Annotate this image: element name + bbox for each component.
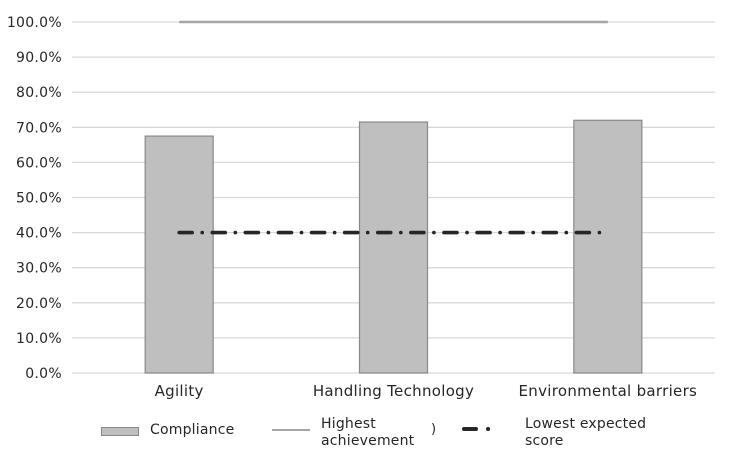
line-swatch-icon — [272, 429, 310, 431]
y-tick-label: 30.0% — [16, 261, 62, 277]
y-tick-label: 80.0% — [16, 85, 62, 101]
y-tick-label: 10.0% — [16, 331, 62, 347]
legend-label-compliance: Compliance — [150, 422, 235, 438]
y-tick-label: 0.0% — [25, 366, 62, 382]
y-tick-label: 90.0% — [16, 50, 62, 66]
x-category-label: Agility — [155, 382, 204, 400]
bar-environmental-barriers — [573, 119, 643, 374]
chart-canvas: 0.0% 10.0% 20.0% 30.0% 40.0% 50.0% 60.0% 70.0% 8… — [7, 15, 715, 400]
legend-stray-glyph: ) — [431, 422, 437, 437]
legend-item-compliance: Compliance — [101, 422, 235, 439]
y-tick-label: 20.0% — [16, 296, 62, 312]
y-tick-label: 40.0% — [16, 226, 62, 242]
y-tick-label: 50.0% — [16, 191, 62, 207]
legend-label-highest-achievement: Highest achievement — [321, 416, 415, 449]
y-tick-label: 70.0% — [16, 120, 62, 136]
legend-label-lowest-expected: Lowest expected score — [525, 416, 647, 449]
x-category-label: Handling Technology — [313, 382, 474, 400]
legend-item-highest-achievement: Highest achievement — [272, 416, 421, 450]
y-tick-label: 60.0% — [16, 155, 62, 171]
x-category-label: Environmental barriers — [518, 382, 697, 400]
chart-legend: Compliance Highest achievement ) Lowest … — [0, 414, 736, 464]
y-tick-label: 100.0% — [7, 15, 62, 31]
bar-handling-technology — [358, 121, 429, 374]
bar-swatch-icon — [101, 427, 139, 436]
legend-item-lowest-expected: Lowest expected score — [461, 416, 655, 450]
dash-dot-swatch-icon — [462, 427, 500, 431]
bar-agility — [144, 135, 214, 374]
